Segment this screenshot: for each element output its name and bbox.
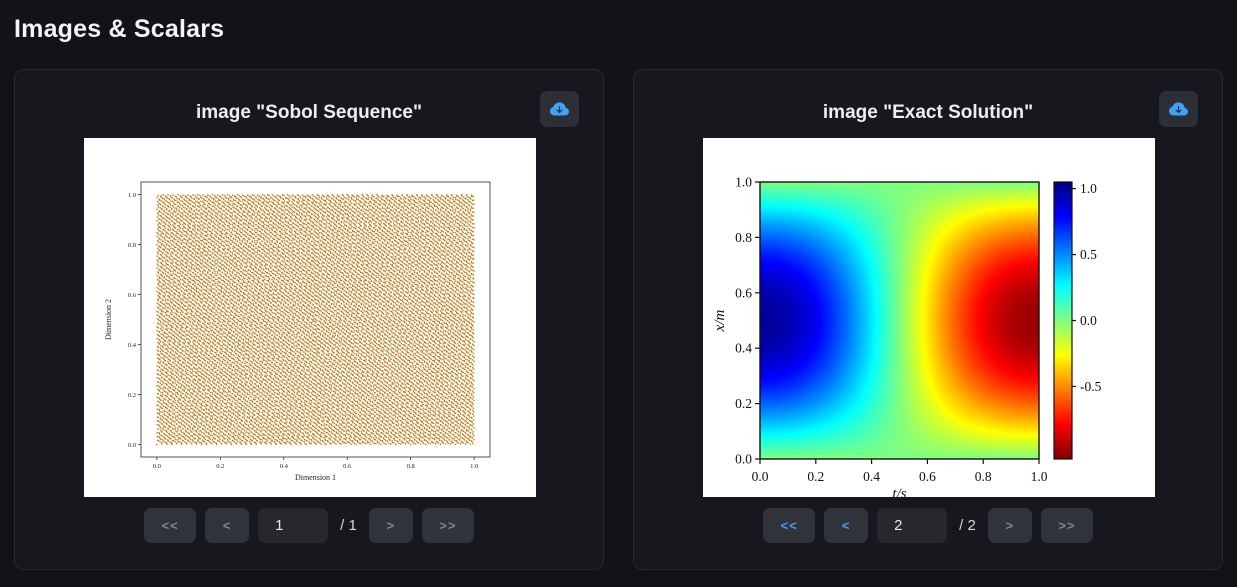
cards-row: image "Sobol Sequence" << < / 1 > >> ima…: [0, 69, 1237, 570]
image-card-exact-solution: image "Exact Solution" << < / 2 > >>: [633, 69, 1223, 570]
next-page-button[interactable]: >: [987, 508, 1032, 543]
plot-image-exact-solution: [703, 138, 1155, 497]
prev-page-button[interactable]: <: [824, 508, 869, 543]
cloud-arrow-down-icon: [1169, 101, 1188, 115]
pagination: << < / 2 > >>: [634, 508, 1222, 543]
sobol-scatter-canvas: [84, 138, 536, 497]
image-card-sobol-sequence: image "Sobol Sequence" << < / 1 > >>: [14, 69, 604, 570]
next-page-button[interactable]: >: [368, 508, 413, 543]
first-page-button[interactable]: <<: [144, 508, 197, 543]
download-button[interactable]: [540, 91, 579, 127]
exact-solution-heatmap-canvas: [703, 138, 1155, 497]
last-page-button[interactable]: >>: [1040, 508, 1093, 543]
first-page-button[interactable]: <<: [763, 508, 816, 543]
plot-image-sobol: [84, 138, 536, 497]
page-title: Images & Scalars: [14, 15, 225, 43]
cloud-arrow-down-icon: [550, 101, 569, 115]
prev-page-button[interactable]: <: [205, 508, 250, 543]
page-total-label: / 2: [959, 517, 976, 534]
card-title: image "Exact Solution": [822, 102, 1034, 123]
page-total-label: / 1: [340, 517, 357, 534]
pagination: << < / 1 > >>: [15, 508, 603, 543]
page-number-input[interactable]: [258, 508, 329, 543]
last-page-button[interactable]: >>: [421, 508, 474, 543]
download-button[interactable]: [1159, 91, 1198, 127]
page-number-input[interactable]: [877, 508, 948, 543]
card-title: image "Sobol Sequence": [195, 102, 422, 123]
